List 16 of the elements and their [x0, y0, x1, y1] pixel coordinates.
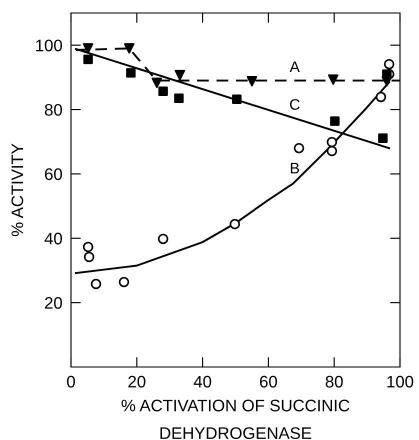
y-tick-label: 60: [44, 168, 62, 180]
x-tick-label: 60: [260, 376, 278, 388]
series-label: B: [290, 162, 300, 174]
y-tick-label: 20: [44, 297, 62, 309]
y-tick-label: 80: [44, 104, 62, 116]
x-tick-label: 80: [326, 376, 343, 388]
x-tick-label: 40: [194, 376, 212, 388]
series-label: C: [290, 99, 300, 110]
y-axis-title: % ACTIVITY: [11, 144, 24, 236]
x-axis-title: % ACTIVATION OF SUCCINIC DEHYDROGENASE: [122, 400, 350, 440]
y-tick-label: 100: [36, 40, 62, 52]
series-label: A: [290, 62, 300, 72]
y-tick-label: 40: [44, 232, 62, 244]
x-tick-label: 100: [387, 376, 414, 388]
x-tick-label: 20: [128, 376, 146, 388]
x-tick-label: 0: [67, 376, 75, 388]
